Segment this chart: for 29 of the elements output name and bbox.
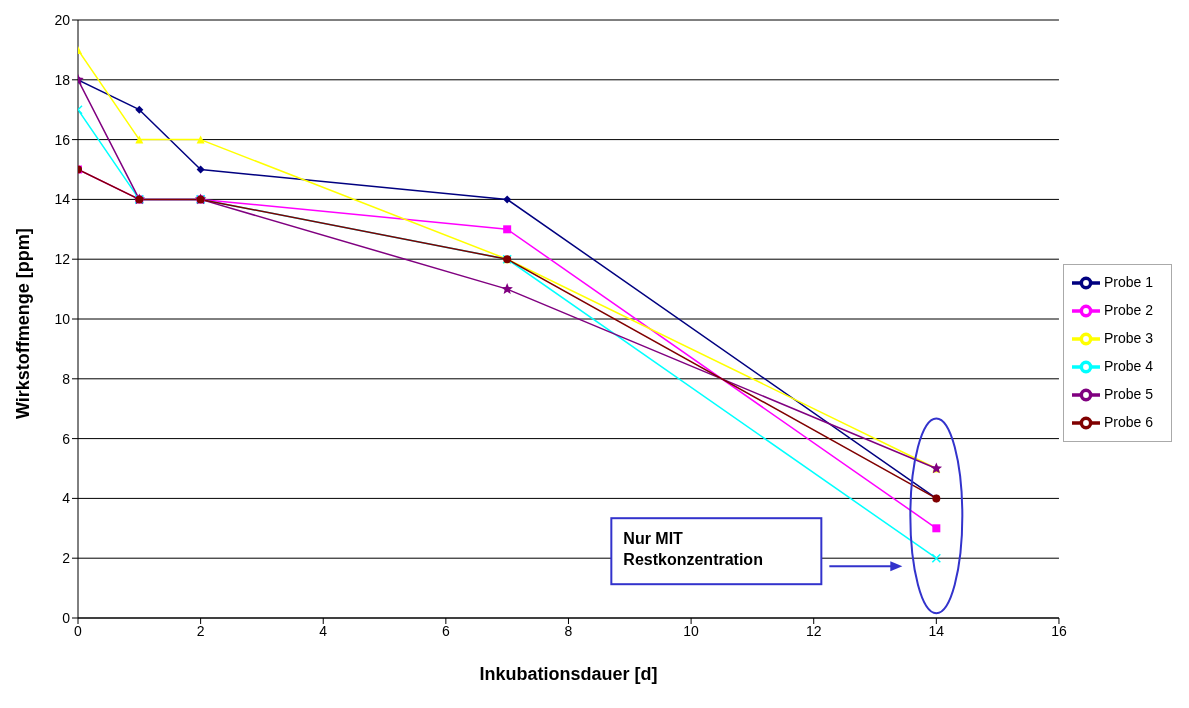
x-tick-label: 0 [74,622,83,639]
y-tick-label: 18 [54,71,71,88]
x-tick-label: 4 [319,622,328,639]
x-tick-label: 2 [196,622,205,639]
x-tick-label: 6 [441,622,450,639]
y-tick-label: 16 [54,131,71,148]
x-tick-label: 8 [564,622,573,639]
y-tick-label: 10 [54,310,71,327]
legend-label: Probe 4 [1103,357,1153,374]
x-tick-label: 10 [683,622,700,639]
x-tick-label: 12 [805,622,822,639]
legend-label: Probe 5 [1103,385,1153,402]
x-tick-label: 16 [1051,622,1067,639]
legend-label: Probe 1 [1103,273,1153,290]
annotation: Nur MIT Restkonzentration [623,530,763,569]
legend-label: Probe 2 [1103,301,1153,318]
y-tick-label: 12 [54,251,71,268]
x-axis-title: Inkubationsdauer [d] [479,664,658,684]
x-tick-label: 14 [928,622,945,639]
legend-label: Probe 3 [1103,329,1153,346]
y-axis-title: Wirkstoffmenge [ppm] [13,228,34,419]
y-tick-label: 20 [54,11,71,28]
y-tick-label: 2 [62,550,71,567]
y-tick-label: 14 [54,191,71,208]
y-tick-label: 6 [62,430,71,447]
y-tick-label: 8 [62,370,71,387]
y-tick-label: 0 [62,609,71,626]
legend-label: Probe 6 [1103,413,1153,430]
y-tick-label: 4 [62,490,71,507]
